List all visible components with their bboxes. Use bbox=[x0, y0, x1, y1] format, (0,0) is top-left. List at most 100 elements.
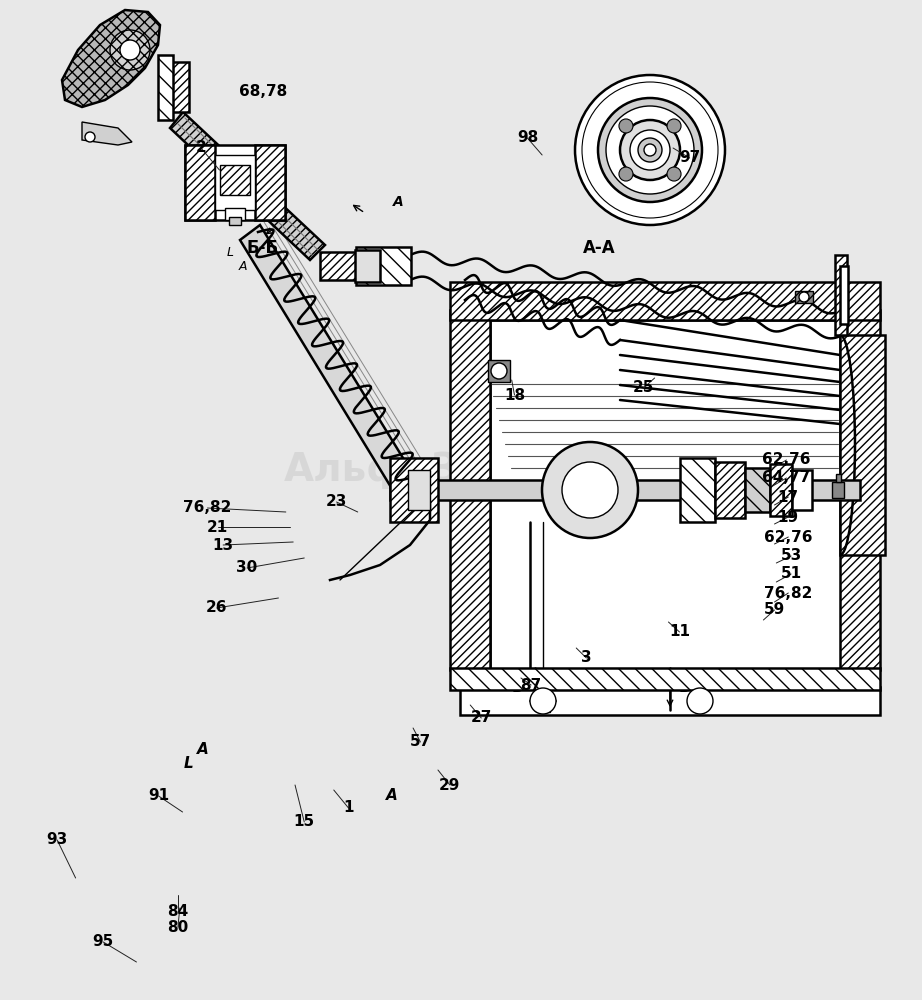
Bar bbox=[770, 464, 792, 516]
Circle shape bbox=[575, 75, 725, 225]
Circle shape bbox=[630, 130, 670, 170]
Bar bbox=[450, 310, 490, 670]
Bar bbox=[840, 310, 880, 670]
Text: А: А bbox=[386, 788, 397, 802]
Circle shape bbox=[687, 688, 713, 714]
Bar bbox=[450, 282, 880, 320]
Circle shape bbox=[620, 120, 680, 180]
Circle shape bbox=[582, 82, 718, 218]
Bar bbox=[408, 470, 430, 510]
Circle shape bbox=[491, 363, 507, 379]
Circle shape bbox=[110, 30, 150, 70]
Bar bbox=[390, 480, 860, 500]
Text: 84: 84 bbox=[167, 905, 189, 920]
Circle shape bbox=[644, 144, 656, 156]
Circle shape bbox=[542, 442, 638, 538]
Bar bbox=[832, 482, 844, 498]
Text: 62,76: 62,76 bbox=[764, 530, 812, 544]
Circle shape bbox=[85, 132, 95, 142]
Text: 68,78: 68,78 bbox=[239, 85, 287, 100]
Text: L: L bbox=[184, 756, 194, 772]
Text: 3: 3 bbox=[581, 651, 592, 666]
Text: 18: 18 bbox=[504, 387, 525, 402]
Polygon shape bbox=[82, 122, 132, 145]
Text: 19: 19 bbox=[778, 510, 798, 524]
Text: 11: 11 bbox=[669, 624, 690, 640]
Text: А-А: А-А bbox=[583, 239, 616, 257]
Text: Б: Б bbox=[513, 681, 524, 695]
Text: 2: 2 bbox=[195, 140, 207, 155]
Bar bbox=[355, 250, 380, 282]
Bar bbox=[840, 335, 885, 555]
Text: 76,82: 76,82 bbox=[183, 500, 231, 516]
Circle shape bbox=[799, 292, 809, 302]
Bar bbox=[158, 55, 173, 120]
Text: 98: 98 bbox=[516, 130, 538, 145]
Circle shape bbox=[598, 98, 702, 202]
Circle shape bbox=[120, 40, 140, 60]
Bar bbox=[715, 462, 745, 518]
Text: 93: 93 bbox=[46, 832, 68, 847]
Text: 26: 26 bbox=[206, 600, 228, 615]
Bar bbox=[185, 145, 285, 220]
Bar bbox=[220, 165, 250, 195]
Circle shape bbox=[619, 119, 633, 133]
Bar bbox=[795, 291, 813, 303]
Bar bbox=[840, 266, 848, 324]
Text: А: А bbox=[239, 259, 247, 272]
Circle shape bbox=[562, 462, 618, 518]
Text: 97: 97 bbox=[679, 150, 701, 165]
Text: 13: 13 bbox=[213, 538, 233, 552]
Text: 27: 27 bbox=[470, 710, 492, 726]
Circle shape bbox=[619, 167, 633, 181]
Bar bbox=[229, 217, 241, 225]
Circle shape bbox=[606, 106, 694, 194]
Bar bbox=[745, 468, 770, 512]
Polygon shape bbox=[62, 10, 160, 107]
Bar bbox=[185, 145, 215, 220]
Bar bbox=[356, 247, 411, 285]
Text: 62,76: 62,76 bbox=[762, 452, 810, 468]
Text: 23: 23 bbox=[325, 494, 348, 510]
Bar bbox=[460, 687, 880, 715]
Text: 76,82: 76,82 bbox=[764, 585, 812, 600]
Text: А: А bbox=[393, 195, 404, 209]
Text: 80: 80 bbox=[167, 920, 189, 934]
Text: 53: 53 bbox=[780, 548, 802, 564]
Text: Б-Б: Б-Б bbox=[247, 239, 278, 257]
Text: 29: 29 bbox=[439, 778, 461, 792]
Text: 87: 87 bbox=[520, 678, 542, 693]
Text: 57: 57 bbox=[409, 734, 431, 750]
Bar bbox=[167, 62, 189, 112]
Text: Б: Б bbox=[680, 681, 691, 695]
Text: 95: 95 bbox=[92, 934, 114, 949]
Text: 25: 25 bbox=[632, 380, 655, 395]
Circle shape bbox=[667, 167, 681, 181]
Polygon shape bbox=[240, 225, 430, 515]
Text: А: А bbox=[197, 742, 208, 758]
Text: 21: 21 bbox=[207, 520, 229, 534]
Bar bbox=[225, 208, 245, 220]
Bar bbox=[680, 458, 715, 522]
Polygon shape bbox=[170, 112, 325, 260]
Text: 17: 17 bbox=[778, 489, 798, 504]
Bar bbox=[562, 462, 618, 518]
Text: 15: 15 bbox=[294, 814, 314, 829]
Text: 1: 1 bbox=[343, 800, 354, 816]
Text: АльфаЗапчасти: АльфаЗапчасти bbox=[284, 451, 638, 489]
Bar bbox=[320, 252, 410, 280]
Text: 91: 91 bbox=[148, 788, 169, 804]
Bar bbox=[390, 458, 438, 522]
Text: 64,77: 64,77 bbox=[762, 471, 810, 486]
Bar bbox=[215, 155, 255, 210]
Bar bbox=[255, 145, 285, 220]
Text: 59: 59 bbox=[763, 602, 786, 617]
Circle shape bbox=[530, 688, 556, 714]
Text: 51: 51 bbox=[781, 566, 801, 581]
Circle shape bbox=[638, 138, 662, 162]
Bar bbox=[835, 255, 847, 335]
Bar bbox=[490, 320, 842, 670]
Bar bbox=[792, 470, 812, 510]
Bar bbox=[450, 668, 880, 690]
Text: 30: 30 bbox=[236, 560, 258, 575]
